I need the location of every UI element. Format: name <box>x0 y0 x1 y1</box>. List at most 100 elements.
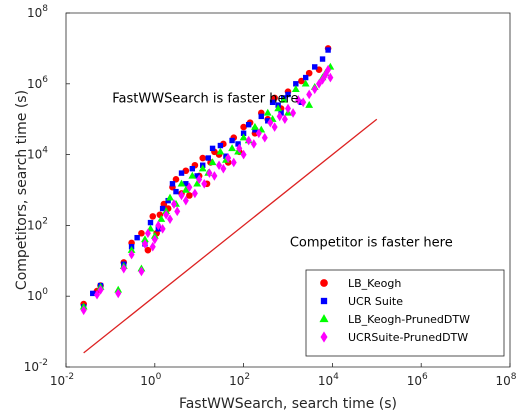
point-ucrsuite-pruneddtw-46 <box>319 74 326 85</box>
y-axis: 10-2 100 102 104 106 108 <box>24 4 70 374</box>
y-tick-label-5: 108 <box>27 4 48 20</box>
point-lb-keogh-7 <box>149 213 157 220</box>
point-ucr-suite-23 <box>235 141 241 147</box>
point-ucrsuite-pruneddtw-24 <box>211 171 218 181</box>
x-tick-label-0: 10-2 <box>50 372 74 388</box>
point-ucr-suite-10 <box>165 197 171 204</box>
point-ucrsuite-pruneddtw-33 <box>255 128 262 139</box>
point-ucrsuite-pruneddtw-0 <box>80 305 87 316</box>
point-ucrsuite-pruneddtw-39 <box>285 103 291 114</box>
point-ucrsuite-pruneddtw-19 <box>186 182 193 192</box>
point-lb-keogh-pruneddtw-6 <box>141 235 149 243</box>
point-ucrsuite-pruneddtw-2 <box>97 285 104 295</box>
point-lb-keogh-33 <box>271 94 278 102</box>
point-ucr-suite-29 <box>269 99 276 106</box>
point-lb-keogh-pruneddtw-24 <box>239 133 248 141</box>
point-ucrsuite-pruneddtw-16 <box>174 206 181 217</box>
point-ucr-suite-37 <box>325 47 331 53</box>
point-ucr-suite-12 <box>173 188 179 195</box>
annotation-fastww-faster: FastWWSearch is faster here <box>112 91 298 106</box>
point-ucr-suite-19 <box>209 145 216 152</box>
point-lb-keogh-pruneddtw-9 <box>157 214 166 222</box>
point-ucrsuite-pruneddtw-42 <box>300 97 307 108</box>
point-ucr-suite-15 <box>189 165 196 172</box>
legend-marker-ucrsuite-pruneddtw <box>320 331 328 343</box>
point-ucr-suite-11 <box>169 181 176 187</box>
point-ucrsuite-pruneddtw-15 <box>170 199 177 209</box>
point-lb-keogh-16 <box>186 192 193 199</box>
annotation-competitor-faster: Competitor is faster here <box>290 236 453 251</box>
point-ucrsuite-pruneddtw-45 <box>316 79 323 89</box>
point-lb-keogh-pruneddtw-15 <box>188 171 197 179</box>
point-ucrsuite-pruneddtw-8 <box>144 228 151 239</box>
y-tick-label-4: 106 <box>27 75 48 91</box>
point-ucr-suite-20 <box>217 142 224 149</box>
point-lb-keogh-pruneddtw-11 <box>166 193 174 201</box>
point-lb-keogh-pruneddtw-26 <box>251 122 259 130</box>
x-tick-label-3: 104 <box>318 372 339 388</box>
point-lb-keogh-28 <box>240 123 247 131</box>
point-lb-keogh-pruneddtw-20 <box>216 147 225 155</box>
point-ucr-suite-26 <box>252 127 258 133</box>
point-lb-keogh-pruneddtw-31 <box>279 95 288 103</box>
point-ucrsuite-pruneddtw-38 <box>281 114 288 124</box>
point-ucr-suite-36 <box>319 56 326 62</box>
x-tick-label-2: 102 <box>229 372 250 388</box>
point-ucr-suite-39 <box>278 110 284 116</box>
point-ucrsuite-pruneddtw-22 <box>201 178 208 189</box>
point-lb-keogh-5 <box>138 229 145 237</box>
point-ucr-suite-35 <box>312 64 318 70</box>
point-ucr-suite-18 <box>205 155 211 161</box>
point-ucr-suite-24 <box>240 130 247 136</box>
legend-marker-ucr-suite <box>320 297 328 305</box>
point-ucrsuite-pruneddtw-41 <box>295 95 302 105</box>
point-ucrsuite-pruneddtw-35 <box>267 117 274 128</box>
point-ucr-suite-33 <box>293 81 299 87</box>
point-ucrsuite-pruneddtw-27 <box>225 153 232 163</box>
point-ucrsuite-pruneddtw-25 <box>216 160 223 171</box>
point-ucrsuite-pruneddtw-7 <box>141 239 148 249</box>
point-ucrsuite-pruneddtw-1 <box>94 289 101 300</box>
point-ucrsuite-pruneddtw-48 <box>325 64 332 75</box>
point-ucrsuite-pruneddtw-11 <box>155 220 162 231</box>
legend-box <box>305 269 505 357</box>
legend: LB_Keogh UCR Suite LB_Keogh-PrunedDTW UCRSu… <box>305 269 505 357</box>
points-layer <box>79 45 335 316</box>
point-lb-keogh-pruneddtw-22 <box>228 144 236 152</box>
point-ucr-suite-27 <box>258 113 264 120</box>
point-ucrsuite-pruneddtw-5 <box>128 249 135 260</box>
point-lb-keogh-13 <box>172 176 180 183</box>
x-tick-label-4: 106 <box>407 372 428 388</box>
point-ucrsuite-pruneddtw-6 <box>138 266 145 277</box>
point-lb-keogh-pruneddtw-39 <box>305 100 314 108</box>
point-ucr-suite-14 <box>183 181 189 187</box>
point-ucrsuite-pruneddtw-18 <box>182 195 189 206</box>
point-ucrsuite-pruneddtw-43 <box>306 89 313 100</box>
point-ucr-suite-16 <box>194 173 200 179</box>
point-ucrsuite-pruneddtw-44 <box>311 84 318 95</box>
x-axis-title: FastWWSearch, search time (s) <box>179 396 397 412</box>
point-ucrsuite-pruneddtw-20 <box>191 188 198 199</box>
legend-label-lb-keogh-pruneddtw: LB_Keogh-PrunedDTW <box>348 313 470 326</box>
point-lb-keogh-pruneddtw-4 <box>127 245 136 253</box>
point-ucrsuite-pruneddtw-28 <box>230 157 237 168</box>
point-lb-keogh-pruneddtw-30 <box>274 104 283 112</box>
point-ucrsuite-pruneddtw-9 <box>149 241 156 252</box>
legend-marker-lb-keogh-pruneddtw <box>319 314 329 323</box>
point-lb-keogh-pruneddtw-17 <box>198 164 207 172</box>
point-ucrsuite-pruneddtw-12 <box>159 224 166 234</box>
point-ucrsuite-pruneddtw-40 <box>290 108 297 118</box>
point-ucr-suite-22 <box>229 137 235 144</box>
point-lb-keogh-pruneddtw-28 <box>263 108 272 116</box>
point-lb-keogh-pruneddtw-16 <box>193 179 202 187</box>
point-ucrsuite-pruneddtw-26 <box>220 163 227 174</box>
point-lb-keogh-19 <box>199 154 207 162</box>
legend-marker-lb-keogh <box>320 279 328 287</box>
point-ucrsuite-pruneddtw-32 <box>250 139 257 149</box>
y-axis-title: Competitors, search time (s) <box>14 90 30 290</box>
point-lb-keogh-pruneddtw-14 <box>181 185 190 193</box>
point-ucr-suite-28 <box>265 118 271 124</box>
point-ucr-suite-1 <box>90 290 96 297</box>
point-lb-keogh-pruneddtw-13 <box>177 179 186 187</box>
